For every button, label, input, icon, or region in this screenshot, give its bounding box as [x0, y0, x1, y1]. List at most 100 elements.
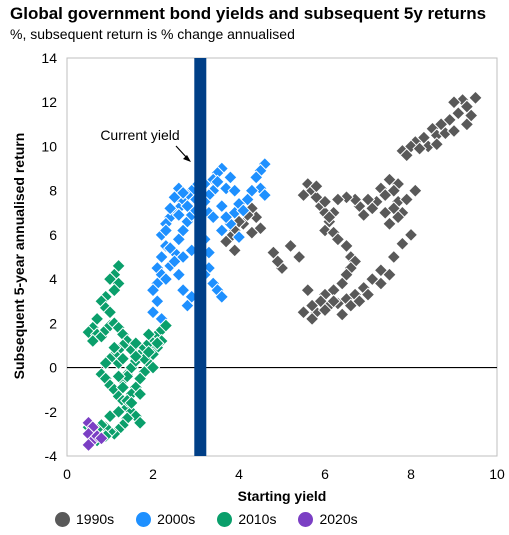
- point-2000s: [218, 209, 234, 225]
- legend-label: 2000s: [157, 511, 196, 527]
- point-1990s: [304, 311, 320, 327]
- data-points: [81, 90, 483, 453]
- point-2000s: [171, 207, 187, 223]
- point-1990s: [218, 234, 234, 249]
- point-2000s: [150, 294, 165, 309]
- point-2010s: [111, 369, 126, 384]
- point-1990s: [395, 236, 410, 251]
- point-1990s: [330, 232, 346, 247]
- x-tick-label: 4: [235, 466, 243, 482]
- point-2000s: [154, 249, 169, 265]
- current-yield-arrow-line: [175, 145, 188, 159]
- y-tick-label: 14: [41, 50, 57, 66]
- y-tick-label: 8: [49, 183, 57, 199]
- point-1990s: [266, 245, 281, 260]
- point-1990s: [403, 227, 419, 243]
- x-tick-label: 6: [321, 466, 329, 482]
- chart-subtitle: %, subsequent return is % change annuali…: [10, 26, 295, 42]
- point-2000s: [180, 198, 195, 214]
- point-1990s: [317, 302, 333, 318]
- chart-title: Global government bond yields and subseq…: [10, 4, 487, 23]
- point-1990s: [339, 238, 354, 254]
- point-2000s: [162, 240, 178, 256]
- point-1990s: [399, 192, 414, 207]
- point-1990s: [399, 148, 414, 163]
- point-2010s: [132, 415, 148, 431]
- point-2010s: [111, 404, 126, 419]
- point-2010s: [141, 344, 156, 360]
- legend-item-1990s: 1990s: [55, 511, 114, 527]
- y-tick-label: 6: [49, 227, 57, 243]
- x-tick-label: 2: [149, 466, 157, 482]
- point-2000s: [145, 282, 161, 298]
- point-1990s: [296, 305, 311, 320]
- point-1990s: [317, 194, 333, 209]
- point-2000s: [175, 185, 191, 201]
- point-2000s: [214, 198, 230, 214]
- point-2010s: [128, 349, 144, 364]
- point-2010s: [98, 355, 113, 371]
- point-2000s: [145, 305, 161, 320]
- point-1990s: [446, 123, 462, 139]
- point-1990s: [309, 179, 324, 194]
- y-tick-label: 12: [41, 94, 57, 110]
- point-1990s: [463, 108, 479, 123]
- legend-item-2020s: 2020s: [298, 511, 358, 527]
- y-tick-label: -2: [45, 404, 58, 420]
- point-2000s: [223, 170, 238, 185]
- point-1990s: [377, 205, 393, 220]
- point-2000s: [236, 203, 251, 218]
- y-tick-label: 0: [49, 360, 57, 376]
- point-1990s: [244, 225, 260, 240]
- point-1990s: [352, 294, 367, 309]
- point-1990s: [365, 201, 380, 216]
- point-1990s: [429, 137, 445, 152]
- point-2010s: [115, 351, 131, 366]
- point-1990s: [334, 276, 350, 291]
- point-1990s: [304, 298, 320, 313]
- point-2000s: [171, 267, 187, 282]
- point-1990s: [373, 276, 389, 291]
- point-2010s: [150, 336, 165, 351]
- point-1990s: [334, 307, 350, 322]
- point-2010s: [141, 327, 156, 342]
- point-2010s: [158, 318, 174, 333]
- point-1990s: [382, 172, 397, 187]
- point-1990s: [326, 294, 341, 309]
- y-tick-label: -4: [45, 448, 58, 464]
- point-2000s: [227, 183, 242, 198]
- point-2000s: [175, 249, 191, 265]
- point-2010s: [107, 340, 122, 355]
- point-2000s: [162, 201, 178, 216]
- point-1990s: [386, 249, 402, 265]
- point-1990s: [446, 95, 462, 110]
- point-2000s: [214, 289, 230, 305]
- x-axis-label: Starting yield: [238, 488, 327, 504]
- point-2010s: [124, 395, 139, 411]
- point-2010s: [107, 282, 122, 298]
- point-2020s: [81, 437, 96, 453]
- legend: 1990s 2000s 2010s 2020s: [55, 511, 358, 527]
- point-1990s: [412, 141, 427, 156]
- current-yield-label: Current yield: [100, 127, 179, 143]
- axes: -4 -2 0 2 4 6 8 10 12 14 0 2 4 6 8 10: [41, 50, 505, 482]
- point-2020s: [94, 431, 109, 446]
- point-1990s: [390, 209, 406, 225]
- x-tick-label: 0: [63, 466, 71, 482]
- current-yield-band: [194, 58, 207, 456]
- point-1990s: [296, 187, 311, 203]
- point-2000s: [248, 170, 264, 185]
- point-2000s: [205, 209, 221, 225]
- legend-item-2010s: 2010s: [217, 511, 276, 527]
- point-1990s: [283, 238, 298, 254]
- point-1990s: [377, 187, 393, 203]
- plot-frame: [66, 57, 498, 457]
- point-1990s: [291, 249, 307, 265]
- point-1990s: [468, 90, 483, 106]
- point-2010s: [132, 386, 148, 402]
- legend-label: 2020s: [319, 511, 358, 527]
- y-axis-label: Subsequent 5-year annualised return: [11, 133, 27, 380]
- point-2010s: [145, 360, 161, 375]
- point-2000s: [158, 223, 174, 238]
